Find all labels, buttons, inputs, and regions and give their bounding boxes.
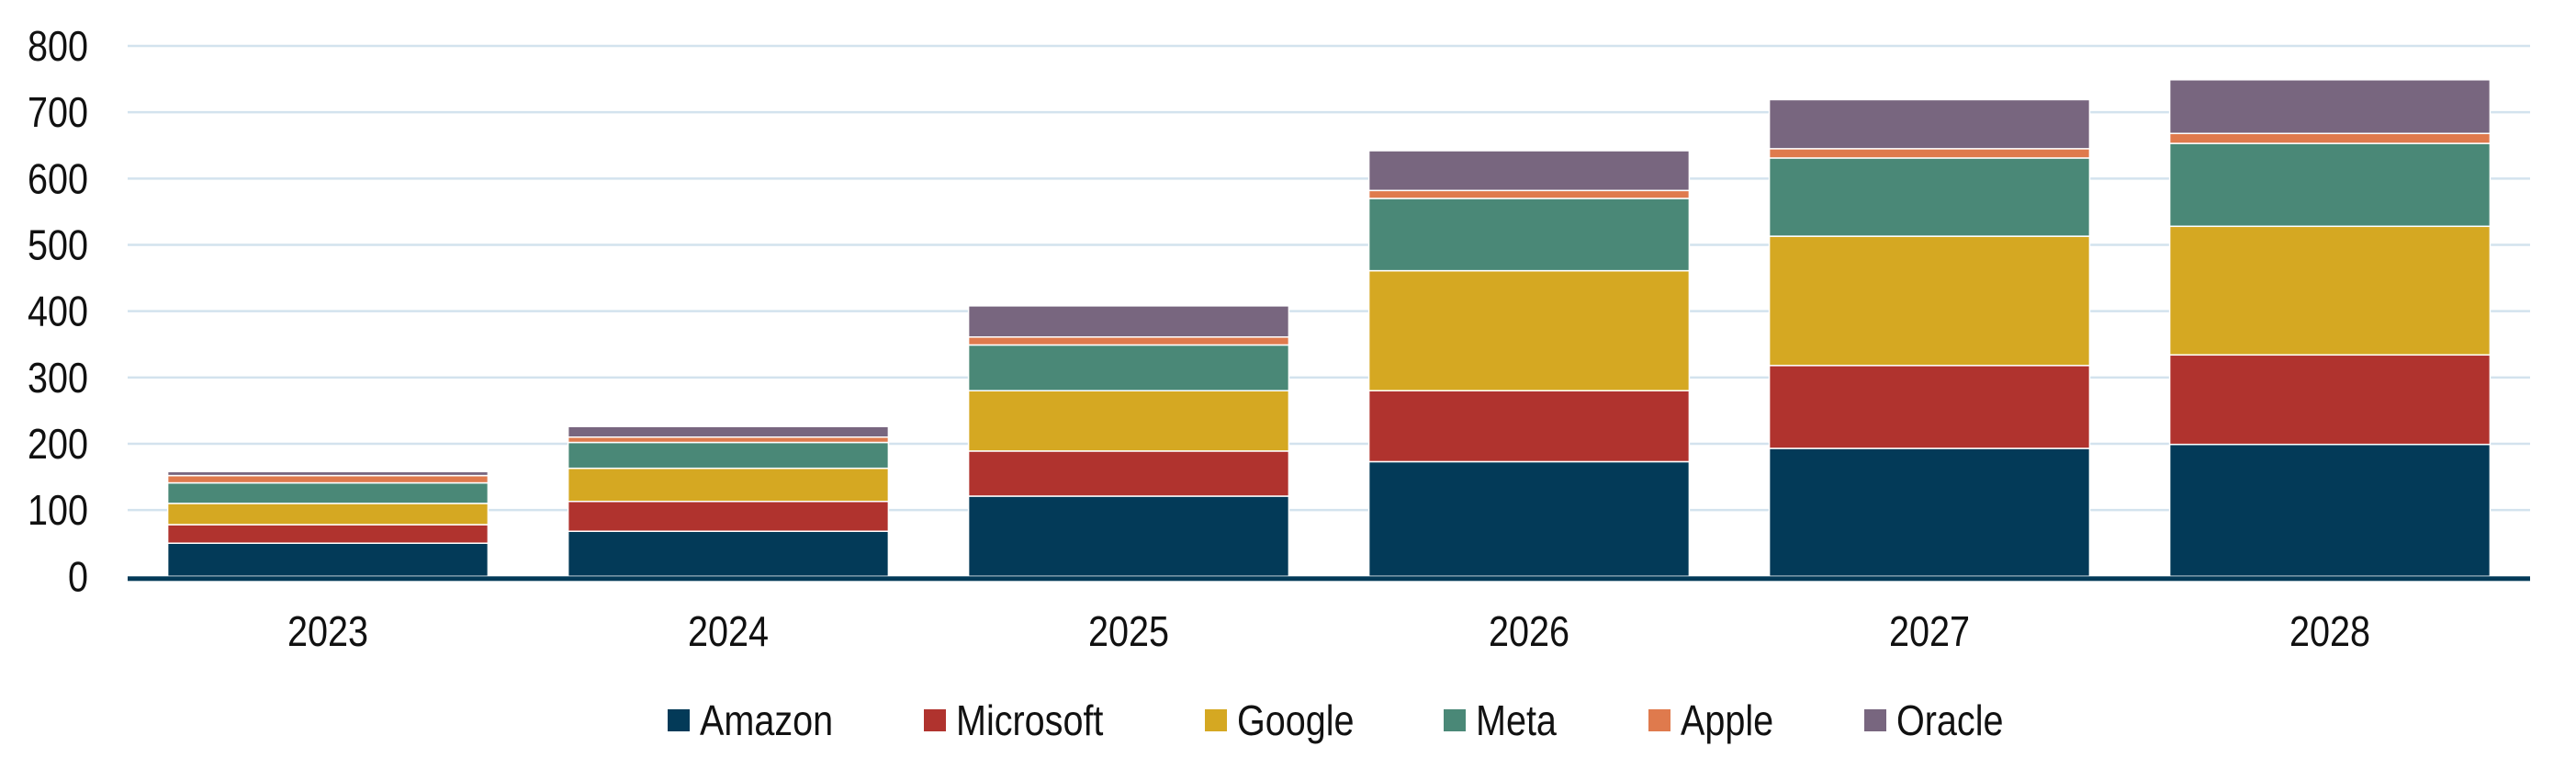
x-tick-label: 2027: [1889, 608, 1970, 655]
bar-stack-2027: [1768, 98, 2091, 578]
x-tick-label: 2025: [1088, 608, 1169, 655]
y-tick-label: 100: [28, 487, 88, 534]
bar-segment-apple-2027: [1768, 148, 2091, 159]
bar-segment-microsoft-2027: [1768, 365, 2091, 449]
bar-segment-google-2025: [967, 390, 1290, 452]
bar-segment-apple-2023: [166, 474, 489, 484]
bar-segment-meta-2023: [166, 481, 489, 504]
bar-segment-microsoft-2023: [166, 524, 489, 544]
x-tick-label: 2023: [287, 608, 368, 655]
y-tick-label: 500: [28, 222, 88, 269]
x-tick-label: 2024: [688, 608, 769, 655]
legend: Amazon Microsoft Google Meta Apple Oracle: [668, 697, 2003, 745]
legend-label: Apple: [1681, 697, 1773, 744]
x-axis: [128, 576, 2530, 582]
legend-item-apple: Apple: [1648, 697, 1773, 745]
gridlines: [128, 44, 2530, 512]
bar-segment-meta-2026: [1367, 198, 1691, 272]
bar-segment-amazon-2023: [166, 542, 489, 578]
bars: [166, 79, 2492, 578]
bar-segment-meta-2025: [967, 344, 1290, 391]
bar-segment-meta-2028: [2168, 142, 2492, 228]
legend-label: Oracle: [1896, 697, 2003, 744]
bar-stack-2028: [2168, 79, 2492, 578]
legend-swatch: [668, 709, 690, 731]
legend-label: Microsoft: [956, 697, 1103, 744]
legend-swatch: [1205, 709, 1227, 731]
bar-segment-microsoft-2026: [1367, 390, 1691, 463]
legend-label: Amazon: [700, 697, 833, 744]
bar-segment-apple-2026: [1367, 189, 1691, 199]
bar-segment-oracle-2027: [1768, 98, 2091, 150]
bar-segment-amazon-2025: [967, 495, 1290, 578]
y-tick-label: 800: [28, 23, 88, 70]
y-tick-label: 200: [28, 421, 88, 468]
bar-segment-google-2023: [166, 503, 489, 526]
bar-stack-2024: [567, 425, 890, 578]
bar-segment-oracle-2024: [567, 425, 890, 438]
bar-stack-2023: [166, 470, 489, 578]
y-axis-tick-labels: 0 100 200 300 400 500 600 700 800: [28, 23, 88, 601]
y-tick-label: 600: [28, 156, 88, 203]
legend-label: Meta: [1476, 697, 1557, 744]
legend-label: Google: [1237, 697, 1355, 744]
bar-segment-meta-2024: [567, 441, 890, 470]
bar-segment-amazon-2027: [1768, 447, 2091, 578]
legend-swatch: [1648, 709, 1670, 731]
x-tick-label: 2026: [1489, 608, 1569, 655]
legend-item-amazon: Amazon: [668, 697, 833, 745]
bar-segment-oracle-2028: [2168, 79, 2492, 135]
bar-segment-microsoft-2028: [2168, 354, 2492, 446]
legend-item-oracle: Oracle: [1864, 697, 2003, 745]
bar-segment-google-2028: [2168, 225, 2492, 356]
x-axis-line: [128, 576, 2530, 582]
legend-item-microsoft: Microsoft: [924, 697, 1103, 745]
bar-segment-apple-2024: [567, 436, 890, 444]
bar-segment-apple-2028: [2168, 132, 2492, 144]
legend-swatch: [1444, 709, 1466, 731]
bar-segment-microsoft-2025: [967, 450, 1290, 497]
bar-segment-microsoft-2024: [567, 501, 890, 532]
bar-segment-amazon-2024: [567, 530, 890, 578]
bar-segment-oracle-2025: [967, 305, 1290, 338]
bar-segment-oracle-2026: [1367, 150, 1691, 192]
bar-segment-google-2026: [1367, 269, 1691, 391]
y-tick-label: 300: [28, 355, 88, 402]
bar-segment-oracle-2023: [166, 470, 489, 477]
y-tick-label: 400: [28, 288, 88, 335]
bar-stack-2026: [1367, 150, 1691, 578]
x-tick-label: 2028: [2289, 608, 2370, 655]
bar-segment-apple-2025: [967, 336, 1290, 346]
bar-segment-google-2024: [567, 467, 890, 503]
bar-segment-amazon-2028: [2168, 443, 2492, 578]
x-axis-tick-labels: 2023 2024 2025 2026 2027 2028: [287, 608, 2370, 655]
legend-item-meta: Meta: [1444, 697, 1557, 745]
bar-segment-amazon-2026: [1367, 460, 1691, 578]
bar-segment-meta-2027: [1768, 157, 2091, 237]
bar-segment-google-2027: [1768, 235, 2091, 367]
legend-item-google: Google: [1205, 697, 1355, 745]
legend-swatch: [924, 709, 946, 731]
y-tick-label: 0: [68, 554, 88, 601]
y-tick-label: 700: [28, 89, 88, 136]
bar-stack-2025: [967, 305, 1290, 578]
legend-swatch: [1864, 709, 1886, 731]
